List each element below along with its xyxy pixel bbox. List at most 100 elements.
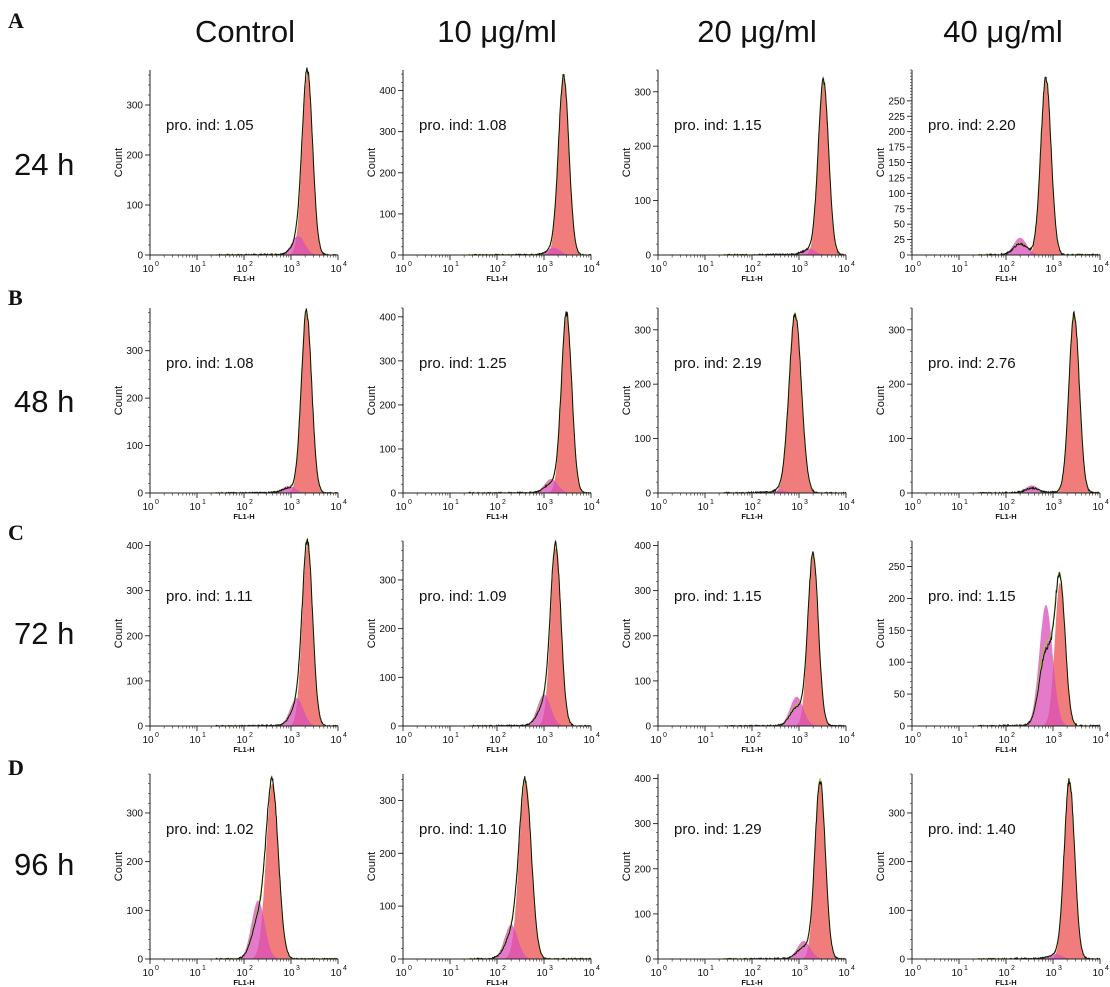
x-tick-label: 10 xyxy=(489,264,501,275)
x-tick-label: 10 xyxy=(697,264,709,275)
y-tick-label: 100 xyxy=(634,196,651,207)
x-tick-label: 10 xyxy=(236,502,248,513)
x-tick-exponent: 3 xyxy=(804,499,808,506)
x-tick-label: 10 xyxy=(142,968,154,979)
x-tick-exponent: 3 xyxy=(296,732,300,739)
y-tick-label: 200 xyxy=(634,864,651,875)
x-axis-label: FL1-H xyxy=(741,978,762,987)
x-tick-exponent: 1 xyxy=(964,732,968,739)
x-tick-exponent: 4 xyxy=(851,499,855,506)
y-axis-label: Count xyxy=(366,148,378,177)
proliferation-index-label: pro. ind: 1.11 xyxy=(166,588,252,605)
x-tick-exponent: 0 xyxy=(663,965,667,972)
x-tick-exponent: 4 xyxy=(343,965,347,972)
y-tick-label: 300 xyxy=(379,575,396,586)
secondary-peak-area xyxy=(723,696,846,726)
secondary-peak-area xyxy=(723,490,846,493)
x-tick-exponent: 0 xyxy=(917,499,921,506)
secondary-peak-area xyxy=(468,694,591,726)
y-tick-label: 200 xyxy=(379,624,396,635)
row-label-96h: 96 h xyxy=(14,847,74,882)
y-tick-label: 300 xyxy=(634,819,651,830)
x-tick-exponent: 0 xyxy=(155,499,159,506)
x-tick-label: 10 xyxy=(998,502,1010,513)
y-tick-label: 25 xyxy=(894,235,906,246)
main-peak-area xyxy=(977,314,1100,493)
x-tick-exponent: 2 xyxy=(502,965,506,972)
x-tick-label: 10 xyxy=(236,264,248,275)
x-tick-exponent: 0 xyxy=(408,261,412,268)
proliferation-index-label: pro. ind: 1.25 xyxy=(419,355,507,372)
y-tick-label: 100 xyxy=(888,906,905,917)
main-peak-area xyxy=(468,78,591,256)
x-tick-exponent: 3 xyxy=(549,965,553,972)
x-tick-exponent: 2 xyxy=(249,261,253,268)
y-tick-label: 100 xyxy=(888,658,905,669)
x-tick-exponent: 2 xyxy=(502,499,506,506)
x-tick-label: 10 xyxy=(142,264,154,275)
proliferation-index-label: pro. ind: 1.09 xyxy=(419,588,507,605)
proliferation-index-label: pro. ind: 1.08 xyxy=(166,355,254,372)
x-tick-exponent: 2 xyxy=(1011,261,1015,268)
x-axis-label: FL1-H xyxy=(741,274,762,283)
y-tick-label: 0 xyxy=(390,955,396,966)
x-tick-label: 10 xyxy=(330,735,342,746)
row-letter-c: C xyxy=(8,520,24,545)
secondary-peak-area xyxy=(723,248,846,255)
x-tick-label: 10 xyxy=(1092,264,1104,275)
x-tick-label: 10 xyxy=(330,264,342,275)
main-peak-area xyxy=(977,79,1100,255)
histogram-outline xyxy=(977,76,1101,257)
x-tick-exponent: 1 xyxy=(710,261,714,268)
main-peak-area xyxy=(215,545,338,726)
main-peak-area xyxy=(215,75,338,255)
x-tick-label: 10 xyxy=(650,264,662,275)
y-tick-label: 50 xyxy=(894,220,906,231)
y-tick-label: 400 xyxy=(126,541,143,552)
main-peak-area xyxy=(723,81,846,255)
x-tick-exponent: 3 xyxy=(1058,732,1062,739)
y-tick-label: 300 xyxy=(379,796,396,807)
x-tick-exponent: 3 xyxy=(1058,261,1062,268)
y-tick-label: 0 xyxy=(137,955,143,966)
y-tick-label: 200 xyxy=(888,127,905,138)
x-tick-label: 10 xyxy=(236,968,248,979)
x-tick-exponent: 4 xyxy=(851,965,855,972)
histogram-outline xyxy=(215,67,338,257)
y-axis-label: Count xyxy=(113,386,125,415)
secondary-peak-area xyxy=(468,478,591,493)
y-tick-label: 400 xyxy=(379,312,396,323)
x-tick-exponent: 4 xyxy=(596,965,600,972)
x-tick-exponent: 1 xyxy=(710,732,714,739)
x-tick-label: 10 xyxy=(791,968,803,979)
y-tick-label: 100 xyxy=(379,902,396,913)
x-tick-label: 10 xyxy=(1045,735,1057,746)
x-axis-label: FL1-H xyxy=(995,512,1016,521)
x-tick-exponent: 1 xyxy=(455,965,459,972)
x-tick-label: 10 xyxy=(142,735,154,746)
x-tick-label: 10 xyxy=(744,735,756,746)
y-tick-label: 400 xyxy=(634,541,651,552)
x-tick-exponent: 4 xyxy=(596,261,600,268)
proliferation-index-label: pro. ind: 1.08 xyxy=(419,117,507,134)
y-axis-label: Count xyxy=(875,386,887,415)
proliferation-index-label: pro. ind: 1.02 xyxy=(166,821,254,838)
x-tick-label: 10 xyxy=(697,968,709,979)
x-tick-exponent: 1 xyxy=(455,499,459,506)
x-tick-exponent: 0 xyxy=(663,499,667,506)
x-tick-label: 10 xyxy=(330,502,342,513)
x-tick-label: 10 xyxy=(283,735,295,746)
x-tick-exponent: 4 xyxy=(1105,732,1109,739)
x-tick-label: 10 xyxy=(395,264,407,275)
x-tick-exponent: 3 xyxy=(804,732,808,739)
x-tick-label: 10 xyxy=(536,735,548,746)
proliferation-index-label: pro. ind: 1.15 xyxy=(674,117,762,134)
x-tick-exponent: 0 xyxy=(917,732,921,739)
y-tick-label: 100 xyxy=(634,434,651,445)
main-peak-area xyxy=(723,554,846,726)
